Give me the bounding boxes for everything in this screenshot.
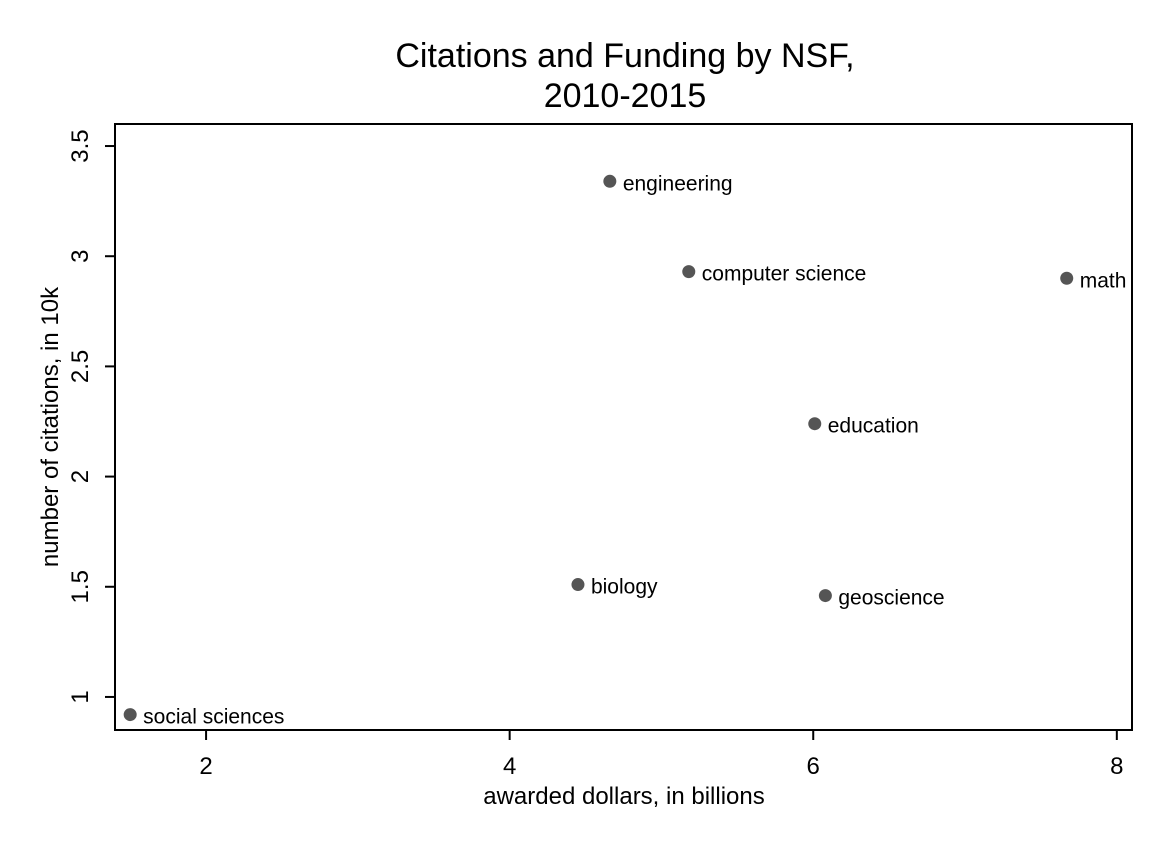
y-tick-label: 3 (67, 250, 94, 263)
data-point (1060, 271, 1074, 285)
data-point (603, 174, 617, 188)
x-tick-label: 2 (199, 753, 212, 780)
chart-title-line-2: 2010-2015 (544, 77, 707, 115)
data-point-label: biology (591, 576, 658, 599)
y-axis-label: number of citations, in 10k (37, 286, 64, 567)
data-point-label: engineering (623, 172, 733, 195)
data-point-label: computer science (702, 263, 867, 286)
chart-title-line-1: Citations and Funding by NSF, (395, 37, 854, 75)
x-tick-label: 8 (1110, 753, 1123, 780)
y-tick-label: 1 (67, 690, 94, 703)
y-tick-label: 3.5 (67, 129, 94, 162)
data-point (123, 708, 137, 722)
data-points: engineering computer science math education… (123, 172, 1127, 729)
plot-area-frame (114, 123, 1133, 731)
data-point (571, 578, 585, 592)
x-axis-ticks: 2 4 6 8 (199, 730, 1124, 780)
y-axis-ticks: 1 1.5 2 2.5 3 3.5 (67, 129, 115, 704)
y-tick-label: 1.5 (67, 570, 94, 603)
data-point-label: social sciences (143, 706, 284, 729)
x-tick-label: 6 (807, 753, 820, 780)
data-point (808, 417, 822, 431)
x-axis-label: awarded dollars, in billions (483, 783, 764, 810)
data-point (682, 265, 696, 279)
data-point-label: education (828, 415, 919, 438)
chart-title: Citations and Funding by NSF, 2010-2015 (395, 37, 854, 115)
data-point (818, 589, 832, 603)
x-tick-label: 4 (503, 753, 516, 780)
y-tick-label: 2.5 (67, 350, 94, 383)
data-point-label: math (1080, 269, 1127, 292)
y-tick-label: 2 (67, 470, 94, 483)
data-point-label: geoscience (838, 587, 944, 610)
